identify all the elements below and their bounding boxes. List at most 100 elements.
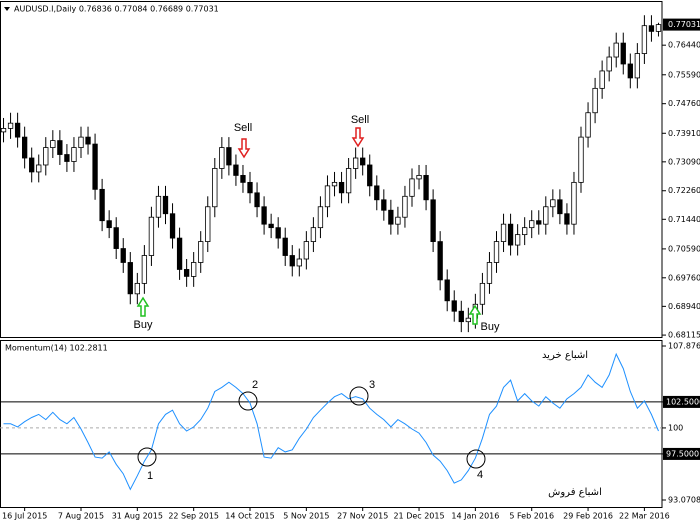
- candle-body: [500, 223, 507, 242]
- oversold-label: اشباع فروش: [548, 487, 602, 498]
- y-tick-label: 100: [668, 423, 683, 432]
- price-header: AUDUSD.I,Daily 0.76836 0.77084 0.76689 0…: [14, 5, 219, 14]
- candle-body: [261, 206, 267, 225]
- candle-body: [141, 255, 148, 284]
- x-tick-label: 16 Jul 2015: [2, 512, 47, 521]
- candle-body: [585, 112, 591, 138]
- candle-body: [507, 223, 514, 246]
- candle-body: [606, 56, 612, 72]
- candle-body: [43, 147, 49, 166]
- candle-body: [352, 157, 359, 169]
- candle-body: [388, 209, 394, 225]
- circle-label: 2: [252, 379, 258, 391]
- candle-body: [571, 181, 577, 225]
- candle-body: [21, 136, 28, 159]
- candle-body: [479, 282, 486, 305]
- signal-circle: [466, 449, 486, 469]
- candle-body: [169, 213, 176, 239]
- y-tick-label: 0.71440: [668, 215, 700, 224]
- momentum-line: [3, 352, 659, 491]
- candle-body: [430, 199, 436, 242]
- y-tick-label: 0.73910: [668, 129, 700, 138]
- candle-body: [514, 234, 521, 246]
- x-tick-label: 22 Sep 2015: [168, 512, 219, 521]
- candle-body: [29, 157, 35, 173]
- candle-body: [522, 227, 528, 236]
- x-tick-label: 14 Oct 2015: [225, 512, 274, 521]
- candle-body: [92, 143, 98, 190]
- signal-label: Sell: [351, 114, 369, 126]
- candle-body: [550, 199, 556, 208]
- candle-body: [409, 178, 415, 197]
- price-panel-frame: [0, 1, 663, 338]
- candle-body: [557, 199, 563, 215]
- candle-body: [191, 262, 197, 277]
- x-tick-label: 5 Feb 2016: [509, 512, 554, 521]
- candle-body: [592, 87, 598, 114]
- y-tick-label: 102.5000: [666, 397, 700, 406]
- overbought-label: اشباع خرید: [542, 350, 588, 361]
- candle-body: [155, 195, 162, 218]
- candle-body: [423, 175, 429, 201]
- candle-body: [296, 258, 302, 267]
- candle-body: [198, 241, 204, 263]
- candle-body: [345, 168, 352, 194]
- y-tick-label: 93.0708: [668, 496, 700, 505]
- candle-body: [289, 255, 295, 267]
- candle-body: [331, 181, 338, 187]
- candle-body: [529, 220, 535, 229]
- level-box: [663, 447, 700, 460]
- candle-body: [655, 24, 662, 32]
- candle-body: [324, 185, 331, 208]
- candle-body: [317, 206, 324, 229]
- candle-body: [620, 42, 626, 65]
- circle-label: 3: [369, 379, 375, 391]
- candle-body: [303, 241, 310, 260]
- candle-body: [451, 300, 457, 312]
- candle-body: [0, 128, 7, 133]
- candle-body: [310, 227, 317, 242]
- candle-body: [233, 164, 239, 176]
- x-tick-label: 5 Nov 2015: [283, 512, 329, 521]
- candle-body: [212, 168, 218, 208]
- candle-body: [106, 220, 112, 229]
- signal-circle: [238, 391, 258, 411]
- candle-body: [148, 216, 155, 256]
- last-price-box: [663, 18, 700, 31]
- candle-body: [367, 164, 373, 187]
- last-price-label: 0.77031: [668, 20, 700, 29]
- x-tick-label: 21 Dec 2015: [393, 512, 444, 521]
- y-tick-label: 0.70590: [668, 244, 700, 253]
- candle-body: [99, 188, 105, 222]
- candle-body: [416, 175, 422, 180]
- candle-body: [578, 136, 584, 183]
- x-tick-label: 31 Aug 2015: [112, 512, 163, 521]
- candle-body: [374, 185, 380, 201]
- candle-body: [205, 206, 211, 242]
- candle-body: [465, 317, 471, 323]
- signal-label: Buy: [134, 319, 153, 331]
- candle-body: [282, 237, 288, 256]
- y-tick-label: 0.76440: [668, 41, 700, 50]
- x-tick-label: 27 Nov 2015: [337, 512, 388, 521]
- level-box: [663, 395, 700, 408]
- sell-arrow: [237, 138, 251, 159]
- candle-body: [458, 310, 464, 323]
- signal-circle: [349, 386, 369, 406]
- candle-body: [444, 279, 450, 302]
- menu-triangle: [4, 7, 10, 11]
- candle-body: [437, 241, 443, 281]
- y-tick-label: 0.68940: [668, 302, 700, 311]
- candle-body: [14, 122, 21, 138]
- candle-body: [162, 195, 169, 215]
- x-tick-label: 29 Feb 2016: [563, 512, 613, 521]
- candle-body: [493, 241, 500, 263]
- candle-body: [183, 269, 190, 277]
- circle-label: 1: [147, 470, 153, 482]
- candle-body: [599, 70, 605, 89]
- candle-body: [381, 199, 387, 211]
- signal-label: Buy: [481, 321, 500, 333]
- candle-body: [395, 216, 401, 225]
